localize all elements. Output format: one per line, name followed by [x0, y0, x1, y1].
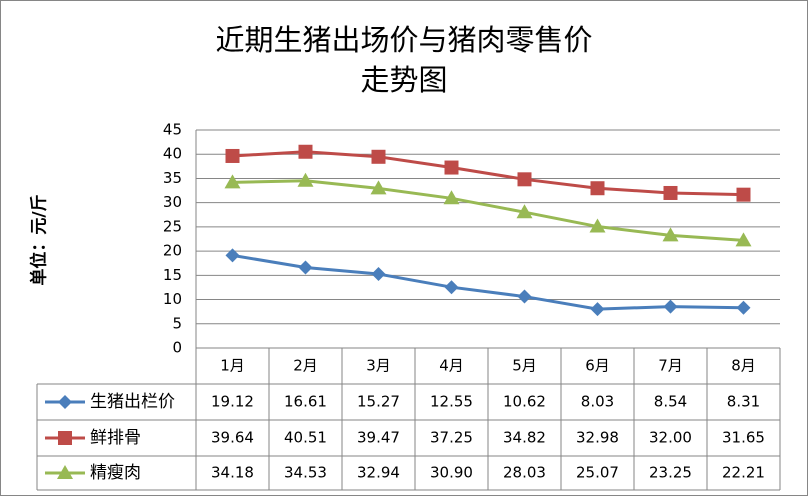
x-tick-label: 6月: [585, 357, 610, 375]
point: [225, 148, 240, 163]
point: [589, 218, 606, 233]
table-value: 25.07: [576, 464, 619, 482]
point: [736, 300, 751, 315]
point: [517, 172, 532, 187]
x-tick-label: 2月: [293, 357, 318, 375]
table-value: 12.55: [430, 393, 473, 411]
y-axis-label: 单位：元/斤: [29, 194, 50, 285]
y-tick-label: 40: [163, 145, 182, 163]
point: [298, 144, 313, 159]
table-value: 34.53: [284, 464, 327, 482]
series-line: [232, 253, 744, 311]
y-tick-label: 10: [163, 290, 182, 308]
point: [736, 187, 751, 202]
point: [444, 160, 459, 175]
table-value: 32.94: [357, 464, 400, 482]
x-tick-label: 7月: [658, 357, 683, 375]
table-value: 22.21: [722, 464, 765, 482]
legend-label: 精瘦肉: [90, 463, 141, 483]
point: [590, 181, 605, 196]
table-value: 8.03: [581, 393, 614, 411]
point: [590, 302, 605, 317]
table-value: 40.51: [284, 429, 327, 447]
point: [370, 180, 387, 195]
point: [371, 149, 386, 164]
table-value: 23.25: [649, 464, 692, 482]
y-tick-label: 0: [172, 339, 182, 357]
point: [298, 260, 313, 275]
table-value: 28.03: [503, 464, 546, 482]
y-tick-label: 35: [163, 169, 182, 187]
y-tick-label: 20: [163, 242, 182, 260]
legend-label: 生猪出栏价: [90, 392, 175, 412]
legend-marker: [57, 465, 73, 479]
table-value: 34.82: [503, 429, 546, 447]
table-value: 8.54: [654, 393, 687, 411]
y-tick-label: 30: [163, 193, 182, 211]
point: [662, 227, 679, 242]
table-value: 39.47: [357, 429, 400, 447]
y-tick-label: 25: [163, 217, 182, 235]
x-tick-label: 8月: [731, 357, 756, 375]
point: [225, 248, 240, 263]
y-tick-label: 45: [163, 121, 182, 139]
x-tick-label: 3月: [366, 357, 391, 375]
table-value: 39.64: [211, 429, 254, 447]
chart-title: 近期生猪出场价与猪肉零售价: [215, 23, 592, 57]
y-tick-label: 5: [172, 314, 182, 332]
legend-marker: [58, 395, 72, 409]
series-line: [232, 179, 744, 242]
table-value: 16.61: [284, 393, 327, 411]
legend-label: 鲜排骨: [90, 428, 141, 448]
table-value: 19.12: [211, 393, 254, 411]
table-value: 32.00: [649, 429, 692, 447]
point: [224, 174, 241, 189]
point: [517, 289, 532, 304]
table-value: 31.65: [722, 429, 765, 447]
table-value: 32.98: [576, 429, 619, 447]
point: [735, 232, 752, 247]
point: [297, 172, 314, 187]
x-tick-label: 1月: [220, 357, 245, 375]
x-tick-label: 4月: [439, 357, 464, 375]
legend-marker: [58, 431, 72, 445]
chart-title: 走势图: [360, 63, 447, 97]
table-value: 10.62: [503, 393, 546, 411]
x-tick-label: 5月: [512, 357, 537, 375]
point: [444, 280, 459, 295]
table-value: 30.90: [430, 464, 473, 482]
point: [443, 190, 460, 205]
point: [663, 185, 678, 200]
y-tick-label: 15: [163, 266, 182, 284]
series-line: [232, 150, 744, 197]
table-value: 37.25: [430, 429, 473, 447]
point: [371, 267, 386, 282]
table-value: 34.18: [211, 464, 254, 482]
table-value: 8.31: [727, 393, 760, 411]
point: [663, 299, 678, 314]
table-value: 15.27: [357, 393, 400, 411]
point: [516, 204, 533, 219]
